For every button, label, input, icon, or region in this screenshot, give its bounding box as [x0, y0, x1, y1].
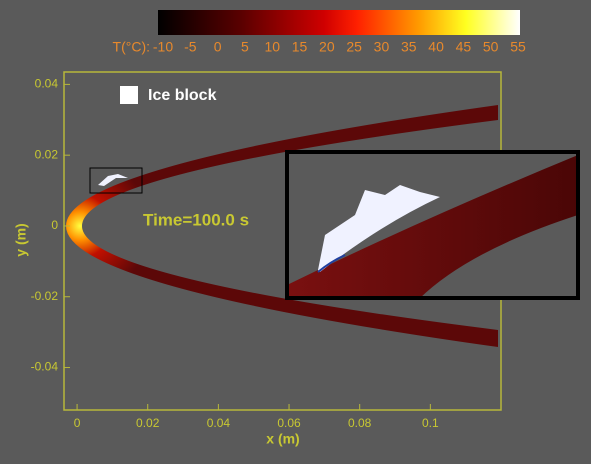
colorbar-tick-label: 50	[483, 39, 499, 55]
colorbar-tick-label: 10	[264, 39, 280, 55]
x-tick-label: 0.08	[348, 416, 372, 430]
colorbar-tick-label: 15	[292, 39, 308, 55]
colorbar	[158, 10, 520, 35]
zoom-box	[89, 167, 143, 194]
annotation: Time=100.0 s	[143, 210, 249, 229]
inset-ice-edge	[317, 254, 346, 273]
colorbar-tick-label: 30	[374, 39, 390, 55]
y-tick-label: 0.04	[35, 77, 59, 91]
x-tick-label: 0.02	[136, 416, 160, 430]
colorbar-tick-label: -5	[184, 39, 197, 55]
y-tick-label: -0.04	[31, 360, 59, 374]
colorbar-label: T(°C):	[113, 39, 150, 55]
colorbar-tick-label: 55	[510, 39, 526, 55]
x-tick-label: 0	[74, 416, 81, 430]
colorbar-tick-label: -10	[153, 39, 173, 55]
ice-block	[98, 174, 128, 186]
airfoil-temperature	[66, 105, 498, 347]
colorbar-tick-label: 25	[346, 39, 362, 55]
inset-airfoil	[287, 155, 578, 298]
y-tick-label: 0	[51, 218, 58, 232]
colorbar-tick-label: 45	[456, 39, 472, 55]
y-axis-label: y (m)	[13, 223, 29, 256]
colorbar-tick-label: 0	[214, 39, 222, 55]
x-tick-label: 0.1	[422, 416, 439, 430]
inset-ice	[318, 185, 440, 272]
x-axis-label: x (m)	[266, 431, 299, 447]
x-tick-label: 0.06	[277, 416, 301, 430]
colorbar-tick-label: 5	[241, 39, 249, 55]
x-tick-label: 0.04	[207, 416, 231, 430]
colorbar-tick-label: 40	[428, 39, 444, 55]
colorbar-tick-label: 20	[319, 39, 335, 55]
inset-frame	[285, 150, 580, 300]
y-tick-label: -0.02	[31, 289, 59, 303]
inset	[285, 150, 580, 300]
legend-label: Ice block	[148, 87, 217, 104]
legend-swatch	[120, 86, 138, 104]
colorbar-tick-label: 35	[401, 39, 417, 55]
y-tick-label: 0.02	[35, 147, 59, 161]
